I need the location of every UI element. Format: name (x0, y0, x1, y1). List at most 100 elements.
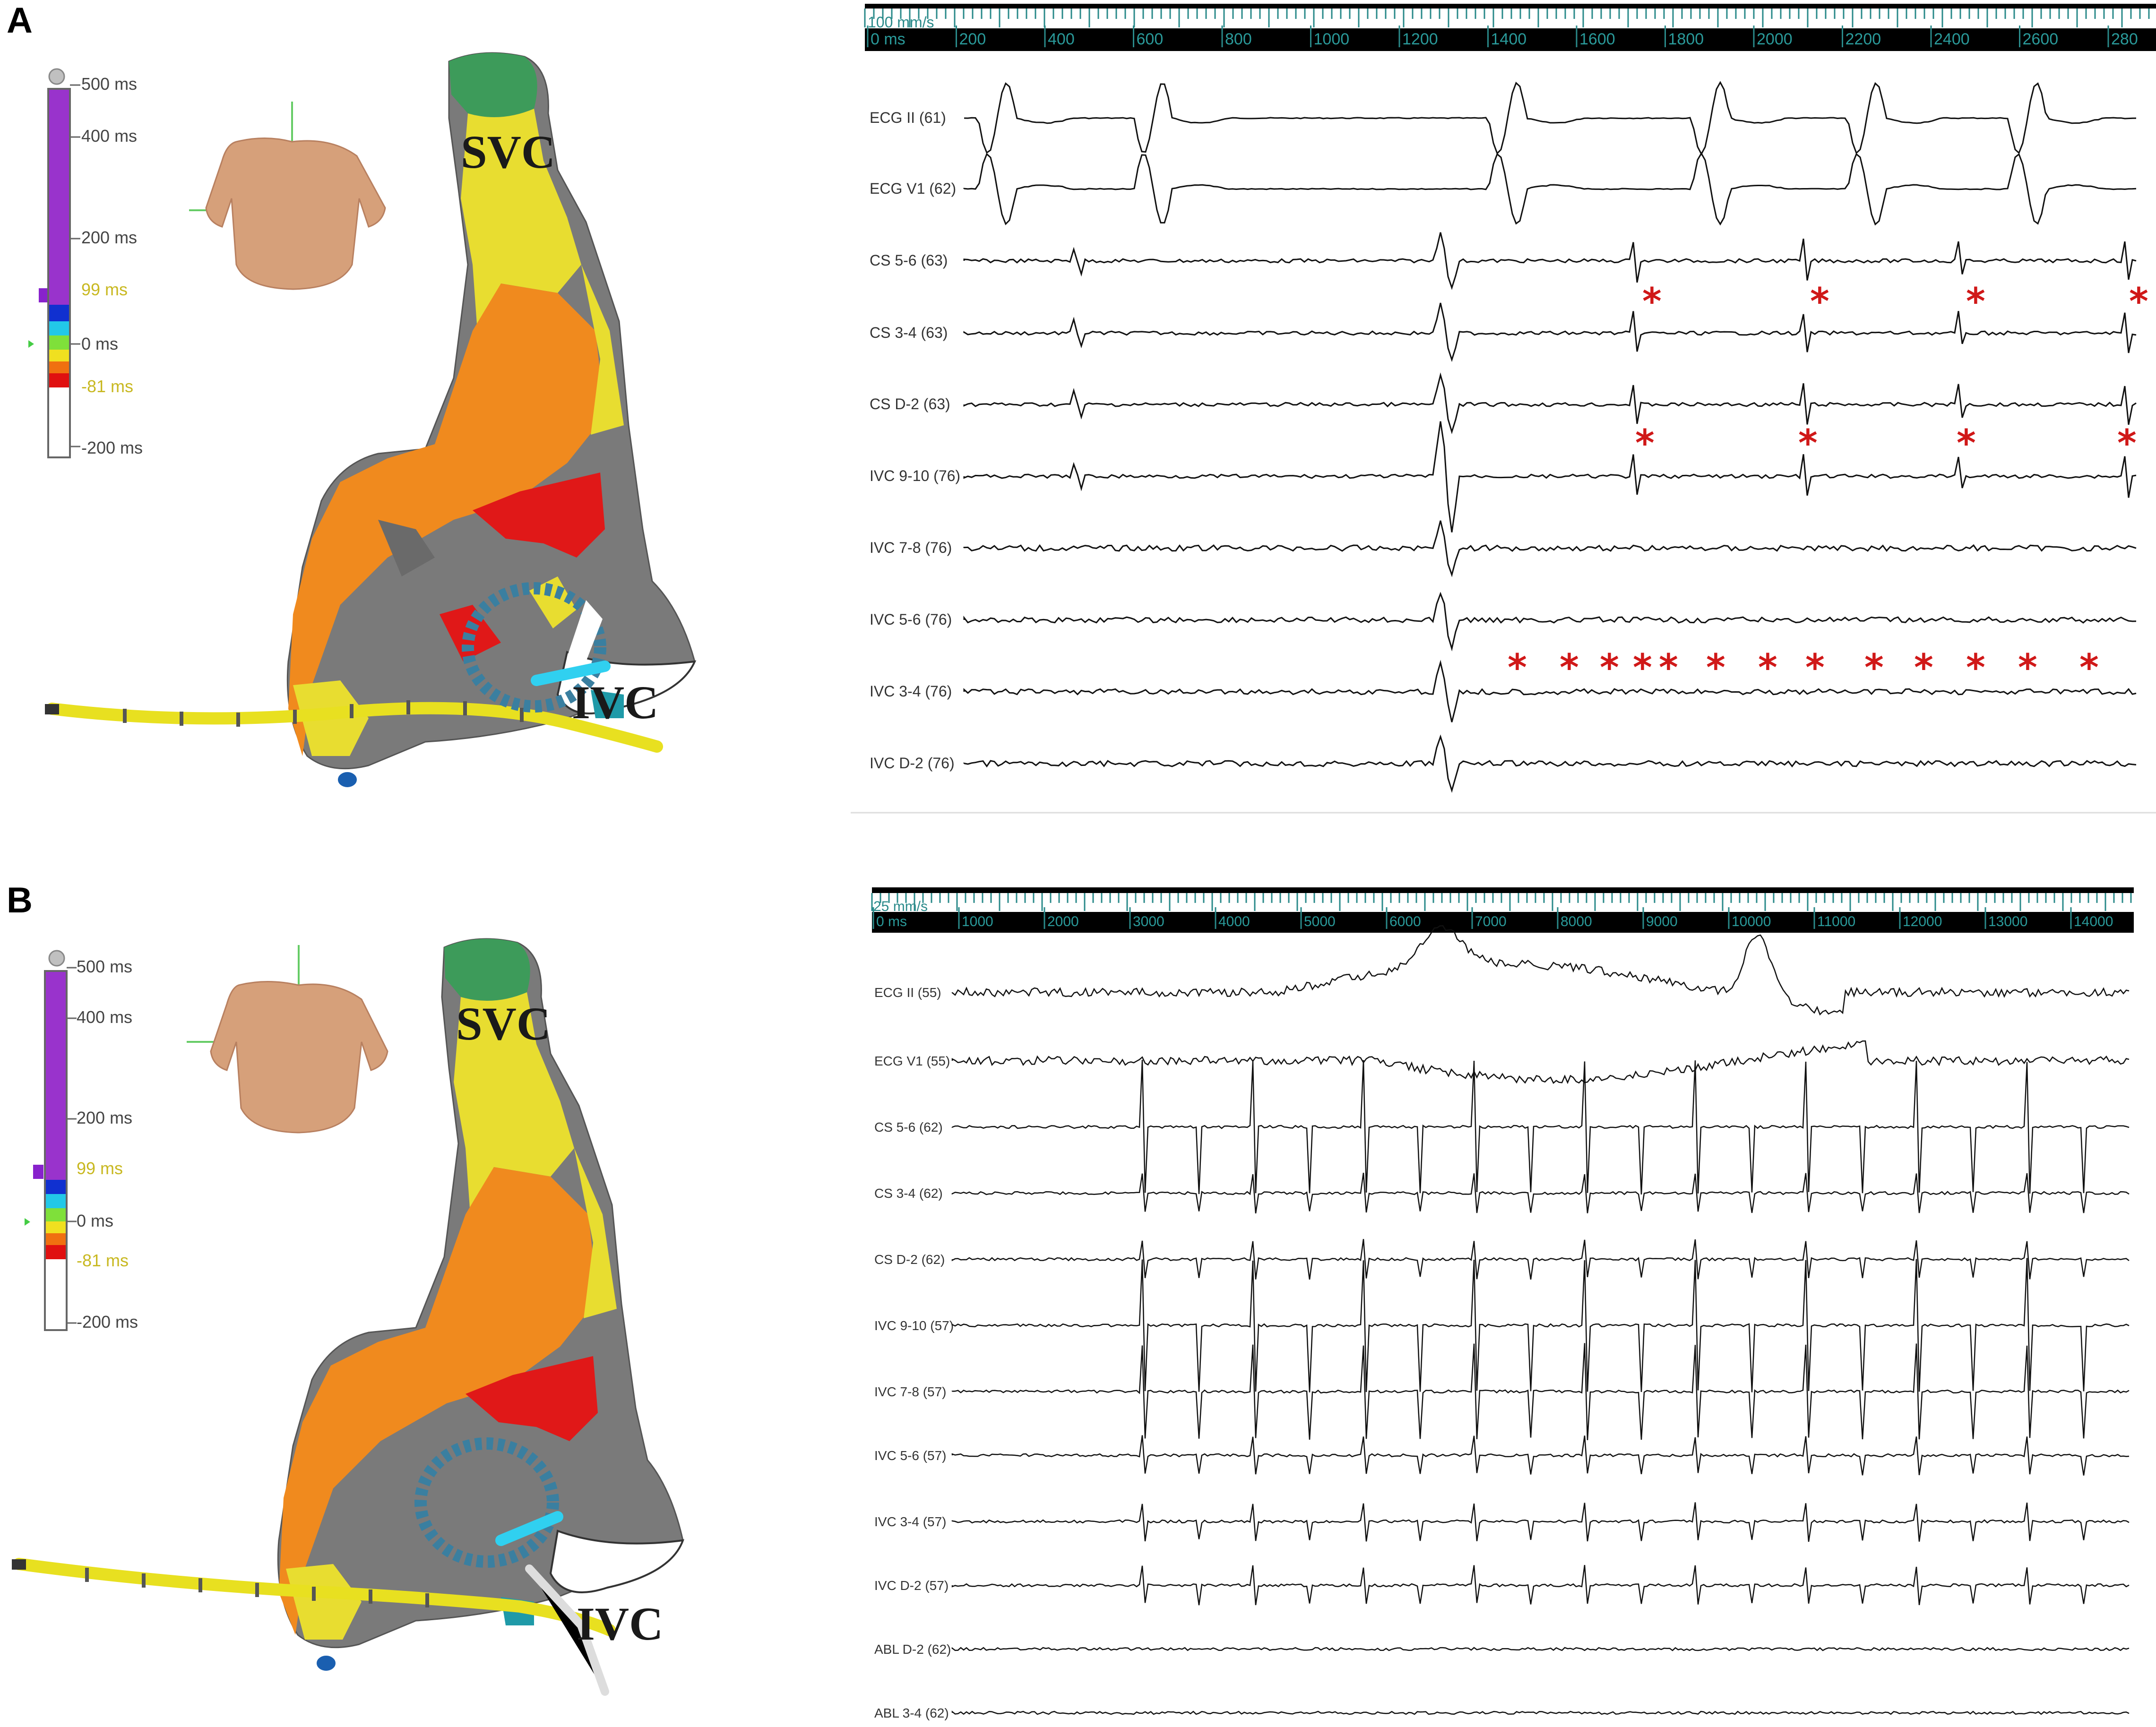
channel-trace (963, 421, 2137, 533)
channel-label: ECG II (55) (874, 985, 941, 1000)
channel-trace (951, 1502, 2130, 1542)
panel-a-letter: A (7, 0, 33, 41)
channel-trace (951, 1343, 2130, 1440)
time-tick-label: 1000 (962, 914, 993, 929)
channel-label: ECG V1 (55) (874, 1054, 950, 1068)
activation-map-b: 500 ms 400 ms 200 ms 99 ms 0 ms -81 ms -… (12, 938, 684, 1696)
activation-asterisk: * (1560, 647, 1579, 689)
channel-trace (951, 1172, 2130, 1214)
channel-trace (963, 520, 2137, 577)
activation-asterisk: * (1706, 647, 1725, 689)
activation-asterisk: * (1600, 647, 1619, 689)
torso-orientation-icon-b (187, 945, 388, 1134)
channel-label: CS 5-6 (62) (874, 1120, 943, 1134)
channel-trace (963, 372, 2137, 435)
time-tick-label: 8000 (1561, 914, 1592, 929)
scale-a-label-minus81: -81 ms (81, 377, 133, 396)
color-scale-a: 500 ms 400 ms 200 ms 99 ms 0 ms -81 ms -… (28, 68, 143, 458)
channel-label: CS 3-4 (63) (870, 324, 948, 341)
scale-b-label-minus81: -81 ms (77, 1251, 129, 1270)
time-tick-label: 13000 (1988, 914, 2027, 929)
channel-label: IVC 9-10 (57) (874, 1318, 954, 1333)
channel-trace (951, 1040, 2130, 1084)
paper-speed-a: 100 mm/s (868, 14, 934, 31)
channel-trace (963, 660, 2137, 722)
time-tick-label: 1800 (1668, 30, 1704, 48)
time-tick-label: 600 (1137, 30, 1164, 48)
ivc-label-b: IVC (577, 1598, 663, 1650)
scale-a-label-0: 0 ms (81, 334, 118, 353)
channel-trace (963, 302, 2137, 362)
svc-label-a: SVC (461, 126, 555, 178)
time-tick-label: 280 (2111, 30, 2138, 48)
channel-trace (951, 925, 2130, 1016)
time-tick-label: 12000 (1903, 914, 1942, 929)
time-tick-label: 5000 (1304, 914, 1336, 929)
activation-asterisk: * (1810, 281, 1829, 323)
scale-a-label-500: 500 ms (81, 74, 137, 94)
channel-trace (963, 592, 2137, 652)
activation-asterisk: * (2117, 422, 2137, 465)
activation-asterisk: * (1758, 647, 1777, 689)
activation-asterisk: * (1957, 422, 1976, 465)
time-tick-label: 4000 (1218, 914, 1250, 929)
activation-asterisk: * (1805, 647, 1825, 689)
channel-label: CS 5-6 (63) (870, 252, 948, 269)
channel-label: IVC 9-10 (76) (870, 467, 960, 484)
channel-label: IVC D-2 (76) (870, 755, 955, 772)
time-tick-label: 3000 (1133, 914, 1164, 929)
channel-label: IVC 5-6 (57) (874, 1448, 947, 1463)
channel-trace (951, 1435, 2130, 1476)
channels-b: ECG II (55) ECG V1 (55) CS 5-6 (62) CS 3-4 … (874, 925, 2130, 1720)
time-tick-label: 10000 (1732, 914, 1771, 929)
channel-label: ECG II (61) (870, 109, 946, 126)
activation-asterisk: * (1798, 422, 1818, 465)
time-tick-label: 2000 (1047, 914, 1079, 929)
channel-label: IVC 3-4 (76) (870, 683, 952, 700)
channel-trace (951, 1710, 2130, 1715)
electrogram-tracings-b: 25 mm/s 0 ms 1000 2000 3000 4000 5000 6000 7000… (871, 887, 2134, 1720)
channel-trace (951, 1565, 2130, 1606)
time-tick-label: 2000 (1757, 30, 1793, 48)
activation-asterisk: * (2079, 647, 2099, 689)
svc-label-b: SVC (456, 997, 551, 1050)
channel-label: CS D-2 (62) (874, 1252, 945, 1267)
scale-a-label-99: 99 ms (81, 280, 128, 299)
channel-label: CS 3-4 (62) (874, 1186, 943, 1201)
channel-trace (951, 1059, 2130, 1194)
panel-b-letter: B (7, 880, 33, 920)
time-tick-labels-a: 0 ms 200 400 600 800 1000 1200 1400 1600 1800 2000… (867, 26, 2138, 48)
scale-b-label-0: 0 ms (77, 1211, 113, 1230)
channel-trace (963, 232, 2137, 290)
channel-label: IVC 3-4 (57) (874, 1514, 947, 1529)
time-tick-label: 2200 (1846, 30, 1881, 48)
paper-speed-b: 25 mm/s (873, 899, 928, 914)
time-tick-labels-b: 0 ms 1000 2000 3000 4000 5000 6000 7000 8000 9000… (872, 907, 2113, 929)
scale-b-label-200: 200 ms (77, 1108, 132, 1127)
activation-asterisk: * (2018, 647, 2037, 689)
channel-label: IVC 7-8 (57) (874, 1384, 947, 1399)
channel-trace (964, 81, 2137, 156)
channel-trace (963, 152, 2137, 226)
activation-asterisk: * (2129, 281, 2148, 323)
activation-asterisk: * (1864, 647, 1884, 689)
time-ruler-a (864, 9, 2150, 27)
time-tick-label: 9000 (1646, 914, 1678, 929)
channel-trace (963, 734, 2137, 793)
time-tick-label: 800 (1225, 30, 1252, 48)
time-tick-label: 14000 (2074, 914, 2113, 929)
scale-b-label-minus200: -200 ms (77, 1312, 138, 1332)
scale-b-label-99: 99 ms (77, 1159, 123, 1178)
time-tick-label: 2400 (1934, 30, 1970, 48)
channels-a: ECG II (61) ECG V1 (62) CS 5-6 (63) CS 3-4 … (870, 81, 2137, 793)
heart-shell-a (286, 52, 697, 789)
channel-trace (951, 1258, 2130, 1392)
time-tick-label: 400 (1048, 30, 1075, 48)
ivc-label-a: IVC (572, 676, 658, 729)
time-tick-label: 1400 (1491, 30, 1527, 48)
activation-asterisk: * (1508, 647, 1527, 689)
activation-map-a: 500 ms 400 ms 200 ms 99 ms 0 ms -81 ms -… (28, 52, 697, 789)
activation-asterisk: * (1659, 647, 1678, 689)
catheter-b (12, 1437, 616, 1696)
